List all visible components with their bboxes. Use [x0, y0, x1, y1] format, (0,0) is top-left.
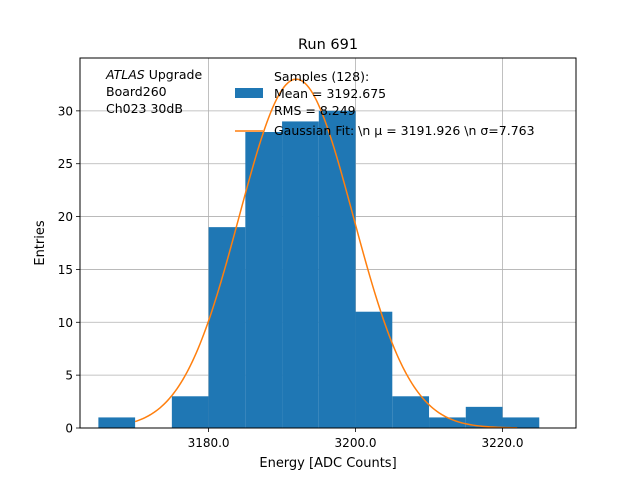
x-tick-label: 3220.0	[482, 436, 524, 450]
histogram-bar	[171, 396, 209, 428]
chart-title: Run 691	[298, 37, 358, 53]
x-tick-label: 3200.0	[335, 436, 377, 450]
y-tick-label: 15	[58, 263, 73, 277]
annotation-text: Board260	[106, 84, 167, 99]
legend-fit-label: Gaussian Fit: \n μ = 3191.926 \n σ=7.763	[274, 123, 535, 138]
legend-histogram-swatch	[235, 88, 263, 98]
histogram-bar	[465, 406, 503, 428]
x-tick-label: 3180.0	[188, 436, 230, 450]
annotation-text: Ch023 30dB	[106, 101, 183, 116]
histogram-bar	[282, 121, 319, 428]
y-tick-label: 20	[58, 210, 73, 224]
y-tick-label: 0	[65, 422, 73, 436]
y-tick-label: 25	[58, 157, 73, 171]
y-tick-label: 30	[58, 104, 73, 118]
gaussian-fit-curve	[134, 78, 518, 429]
y-axis-label: Entries	[33, 220, 48, 266]
histogram-bar	[98, 417, 136, 428]
histogram-bar	[355, 311, 393, 428]
y-tick-label: 10	[58, 316, 73, 330]
histogram-bar	[392, 396, 430, 428]
plot-frame	[79, 57, 577, 429]
annotation-line: ATLAS Upgrade	[105, 67, 202, 82]
atlas-annotation: ATLAS Upgrade Board260 Ch023 30dB	[105, 67, 202, 116]
annotation-italic: ATLAS	[105, 67, 145, 82]
x-axis-label: Energy [ADC Counts]	[259, 456, 396, 471]
legend-samples-line: Samples (128):	[274, 69, 369, 84]
histogram-bar	[208, 227, 246, 428]
histogram-bar	[245, 132, 283, 428]
legend-samples-line: RMS = 8.249	[274, 103, 356, 118]
legend-samples-line: Mean = 3192.675	[274, 86, 386, 101]
y-tick-label: 5	[65, 369, 73, 383]
annotation-text: Upgrade	[145, 67, 203, 82]
fit-layer	[134, 78, 518, 429]
y-axis-ticks: 0 5 10 15 20 25 30	[58, 104, 80, 436]
histogram-bar	[502, 417, 540, 428]
histogram-bar	[318, 110, 356, 428]
x-axis-ticks: 3180.0 3200.0 3220.0	[188, 428, 524, 450]
legend: Samples (128): Mean = 3192.675 RMS = 8.2…	[235, 69, 535, 138]
histogram-bar	[429, 417, 466, 428]
annotation-line: Board260	[106, 84, 167, 99]
annotation-line: Ch023 30dB	[106, 101, 183, 116]
